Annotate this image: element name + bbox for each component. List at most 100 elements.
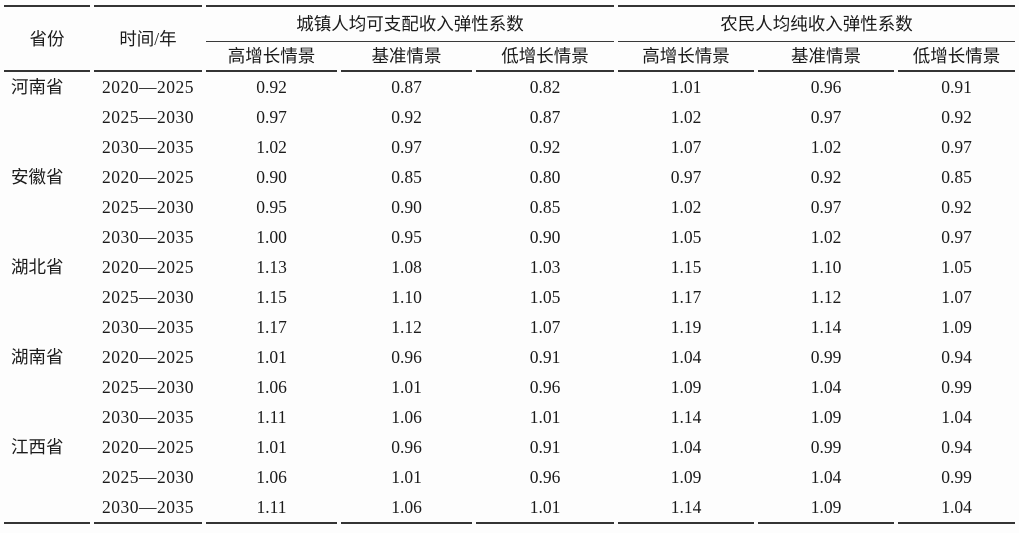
province-cell: 江西省	[11, 437, 64, 457]
urban-base-value-cell: 0.96	[391, 347, 422, 367]
period-cell: 2020—2025	[102, 167, 194, 187]
period-cell: 2030—2035	[102, 407, 194, 427]
rural-low-value-cell: 1.09	[941, 317, 972, 337]
table-row: 2025—2030 1.06 1.01 0.96 1.09 1.04 0.99	[4, 462, 1015, 492]
rural-high-value-cell: 1.09	[670, 467, 702, 487]
rural-low-value-cell: 1.04	[898, 492, 1016, 524]
urban-base-value-cell: 0.92	[391, 107, 422, 127]
province-cell	[4, 282, 90, 312]
province-cell	[4, 222, 90, 252]
urban-low-value-cell: 0.90	[529, 227, 561, 247]
urban-high-value-cell: 1.02	[256, 137, 287, 157]
rural-high-value-cell: 1.04	[670, 347, 702, 367]
rural-high-value-cell: 1.02	[670, 197, 702, 217]
rural-base-value-cell: 1.12	[810, 287, 842, 307]
rural-base-value-cell: 0.96	[810, 77, 842, 97]
table-header: 省份 时间/年 城镇人均可支配收入弹性系数 农民人均纯收入弹性系数 高增长情景 …	[4, 5, 1016, 72]
province-cell	[4, 192, 90, 222]
urban-low-value-cell: 0.80	[529, 167, 561, 187]
rural-base-value-cell: 0.92	[810, 167, 842, 187]
urban-low-growth-header: 低增长情景	[476, 42, 615, 72]
rural-high-value-cell: 1.15	[670, 257, 702, 277]
urban-high-value-cell: 0.97	[256, 107, 287, 127]
rural-high-value-cell: 1.04	[670, 437, 702, 457]
rural-high-value-cell: 1.01	[670, 77, 702, 97]
table-row: 江西省 2020—2025 1.01 0.96 0.91 1.04 0.99 0.94	[4, 432, 1015, 462]
period-cell: 2025—2030	[102, 377, 194, 397]
province-cell: 湖南省	[11, 347, 64, 367]
urban-low-value-cell: 0.82	[529, 77, 561, 97]
rural-high-growth-header: 高增长情景	[618, 42, 755, 72]
table-row: 2025—2030 1.15 1.10 1.05 1.17 1.12 1.07	[4, 282, 1015, 312]
province-cell: 安徽省	[11, 167, 64, 187]
table-row: 安徽省 2020—2025 0.90 0.85 0.80 0.97 0.92 0.85	[4, 162, 1015, 192]
rural-high-value-cell: 1.14	[618, 492, 755, 524]
rural-high-value-cell: 1.14	[670, 407, 702, 427]
province-cell	[4, 492, 90, 524]
period-cell: 2025—2030	[102, 467, 194, 487]
table-row: 2030—2035 1.11 1.06 1.01 1.14 1.09 1.04	[4, 402, 1015, 432]
urban-high-value-cell: 1.06	[256, 467, 287, 487]
table-row: 河南省 2020—2025 0.92 0.87 0.82 1.01 0.96 0.91	[4, 72, 1015, 102]
province-cell: 河南省	[11, 77, 64, 97]
province-column-header: 省份	[4, 5, 90, 72]
urban-low-value-cell: 0.91	[529, 347, 561, 367]
urban-base-value-cell: 0.95	[391, 227, 422, 247]
rural-low-value-cell: 1.04	[941, 407, 972, 427]
rural-base-value-cell: 1.09	[810, 407, 842, 427]
urban-base-value-cell: 0.96	[391, 437, 422, 457]
period-cell: 2025—2030	[102, 107, 194, 127]
urban-base-value-cell: 0.87	[391, 77, 422, 97]
rural-base-value-cell: 1.14	[810, 317, 842, 337]
rural-base-value-cell: 1.09	[758, 492, 895, 524]
urban-low-value-cell: 1.05	[529, 287, 561, 307]
urban-low-value-cell: 0.91	[529, 437, 561, 457]
urban-base-value-cell: 1.08	[391, 257, 422, 277]
rural-high-value-cell: 1.05	[670, 227, 702, 247]
urban-base-value-cell: 1.06	[391, 407, 422, 427]
urban-high-growth-header: 高增长情景	[206, 42, 337, 72]
urban-high-value-cell: 1.15	[256, 287, 287, 307]
urban-low-value-cell: 0.85	[529, 197, 561, 217]
table-row: 2025—2030 0.97 0.92 0.87 1.02 0.97 0.92	[4, 102, 1015, 132]
period-cell: 2030—2035	[102, 227, 194, 247]
rural-low-value-cell: 0.97	[941, 227, 972, 247]
urban-high-value-cell: 1.11	[256, 407, 287, 427]
period-cell: 2020—2025	[102, 77, 194, 97]
rural-high-value-cell: 0.97	[670, 167, 702, 187]
urban-low-value-cell: 0.87	[529, 107, 561, 127]
province-cell	[4, 462, 90, 492]
rural-low-value-cell: 0.99	[941, 377, 972, 397]
rural-low-value-cell: 0.91	[941, 77, 972, 97]
urban-baseline-header: 基准情景	[341, 42, 472, 72]
rural-base-value-cell: 0.97	[810, 107, 842, 127]
period-cell: 2020—2025	[102, 347, 194, 367]
urban-base-value-cell: 1.01	[391, 467, 422, 487]
period-cell: 2025—2030	[102, 287, 194, 307]
rural-baseline-header: 基准情景	[758, 42, 895, 72]
urban-income-group-header: 城镇人均可支配收入弹性系数	[206, 5, 615, 42]
table-row: 2030—2035 1.00 0.95 0.90 1.05 1.02 0.97	[4, 222, 1015, 252]
elasticity-table: 省份 时间/年 城镇人均可支配收入弹性系数 农民人均纯收入弹性系数 高增长情景 …	[0, 5, 1019, 524]
urban-base-value-cell: 0.90	[391, 197, 422, 217]
rural-base-value-cell: 0.97	[810, 197, 842, 217]
rural-low-value-cell: 0.97	[941, 137, 972, 157]
table-row: 湖南省 2020—2025 1.01 0.96 0.91 1.04 0.99 0.94	[4, 342, 1015, 372]
urban-low-value-cell: 1.03	[529, 257, 561, 277]
table-row: 2025—2030 0.95 0.90 0.85 1.02 0.97 0.92	[4, 192, 1015, 222]
rural-high-value-cell: 1.17	[670, 287, 702, 307]
province-cell	[4, 312, 90, 342]
table-row: 2030—2035 1.02 0.97 0.92 1.07 1.02 0.97	[4, 132, 1015, 162]
urban-high-value-cell: 1.01	[256, 437, 287, 457]
time-column-header: 时间/年	[94, 5, 202, 72]
rural-low-value-cell: 1.07	[941, 287, 972, 307]
period-cell: 2025—2030	[102, 197, 194, 217]
urban-high-value-cell: 0.90	[256, 167, 287, 187]
table-body: 河南省 2020—2025 0.92 0.87 0.82 1.01 0.96 0.91 2025…	[4, 72, 1016, 524]
table-row: 2030—2035 1.11 1.06 1.01 1.14 1.09 1.04	[4, 492, 1016, 524]
urban-high-value-cell: 1.11	[206, 492, 337, 524]
urban-base-value-cell: 1.10	[391, 287, 422, 307]
province-cell	[4, 402, 90, 432]
urban-base-value-cell: 1.01	[391, 377, 422, 397]
